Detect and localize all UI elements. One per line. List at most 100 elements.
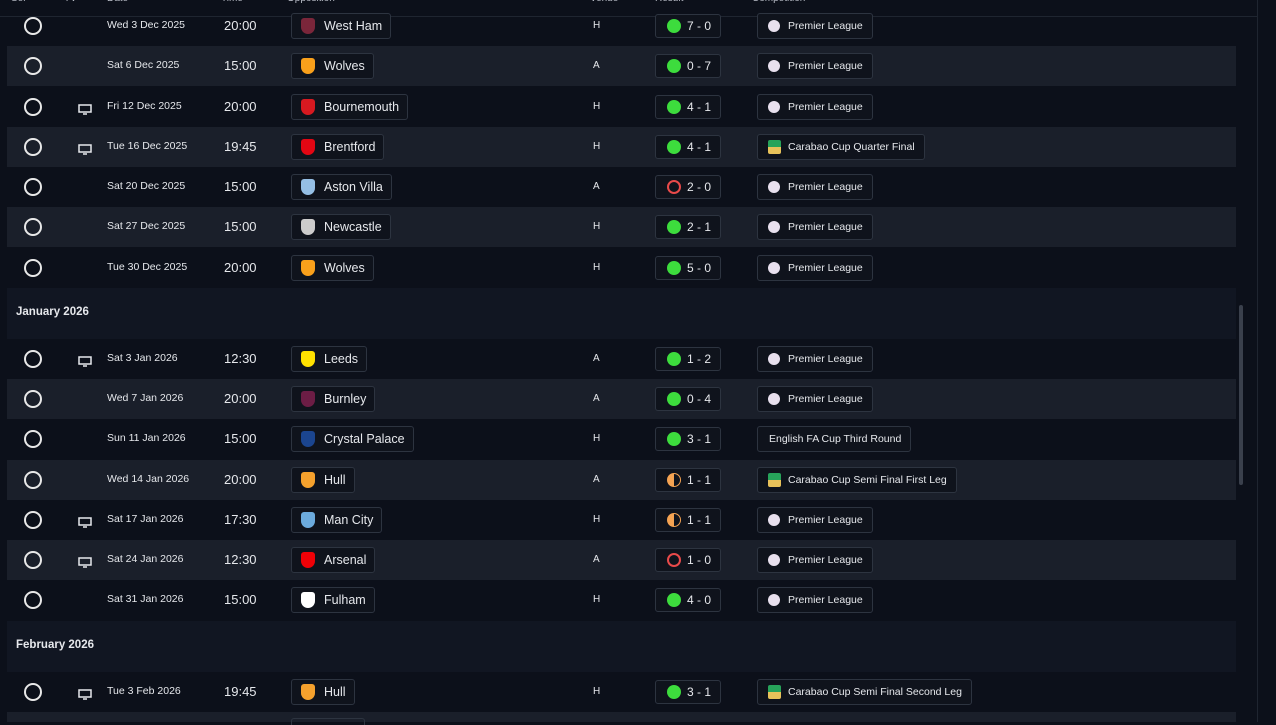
fixture-row[interactable]: Sun 11 Jan 2026 15:00 Crystal Palace H 3 - 1… bbox=[7, 419, 1236, 459]
date: Sat 20 Dec 2025 bbox=[107, 180, 186, 192]
opposition[interactable]: Leeds bbox=[291, 345, 368, 372]
select-toggle[interactable] bbox=[24, 390, 42, 408]
competition[interactable]: Premier League bbox=[757, 254, 873, 281]
select-toggle[interactable] bbox=[24, 349, 42, 368]
competition-name: Premier League bbox=[788, 393, 863, 405]
select-toggle[interactable] bbox=[24, 430, 42, 449]
time: 20:00 bbox=[224, 391, 257, 406]
competition[interactable]: Carabao Cup Semi Final First Leg bbox=[757, 466, 957, 493]
fixture-row[interactable]: Tue 3 Feb 2026 19:45 Hull H 3 - 1 Carabao Cup… bbox=[7, 672, 1236, 712]
competition[interactable]: Premier League bbox=[757, 587, 873, 614]
opposition[interactable]: Hull bbox=[291, 466, 355, 493]
fixture-row[interactable]: Sat 3 Jan 2026 12:30 Leeds A 1 - 2 Premier Le… bbox=[7, 339, 1236, 379]
result: 1 - 0 bbox=[655, 548, 721, 572]
venue: H bbox=[593, 685, 601, 697]
opposition[interactable]: Aston Villa bbox=[291, 174, 392, 200]
competition[interactable]: Premier League bbox=[757, 13, 873, 39]
fixture-row[interactable]: Tue 16 Dec 2025 19:45 Brentford H 4 - 1 Carab… bbox=[7, 126, 1236, 167]
opposition-name: Newcastle bbox=[324, 220, 382, 235]
score: 1 - 2 bbox=[687, 351, 712, 366]
win-dot bbox=[667, 260, 681, 275]
time: 20:00 bbox=[224, 18, 257, 33]
date: Sat 24 Jan 2026 bbox=[107, 553, 184, 565]
competition[interactable]: Premier League bbox=[757, 53, 873, 80]
opposition[interactable]: Arsenal bbox=[291, 547, 376, 573]
fixture-row[interactable]: Fri 12 Dec 2025 20:00 Bournemouth H 4 - 1 Pre… bbox=[7, 87, 1236, 127]
select-toggle[interactable] bbox=[24, 591, 42, 610]
club-badge bbox=[301, 683, 315, 700]
club-badge bbox=[301, 552, 315, 568]
win-dot bbox=[667, 432, 681, 447]
competition[interactable]: Premier League bbox=[757, 345, 873, 372]
opposition[interactable]: Crystal Palace bbox=[291, 426, 414, 453]
result: 3 - 1 bbox=[655, 427, 721, 452]
competition[interactable]: Carabao Cup Semi Final Second Leg bbox=[757, 678, 972, 705]
opposition[interactable]: Brentford bbox=[291, 133, 385, 160]
competition[interactable]: English FA Cup Third Round bbox=[757, 426, 912, 453]
competition[interactable]: Premier League bbox=[757, 214, 873, 241]
competition[interactable]: Premier League bbox=[757, 93, 873, 120]
league-icon bbox=[768, 60, 780, 73]
scrollbar-thumb[interactable] bbox=[1239, 305, 1243, 485]
fixture-row[interactable]: Sat 27 Dec 2025 15:00 Newcastle H 2 - 1 Premi… bbox=[7, 207, 1236, 248]
select-toggle[interactable] bbox=[24, 682, 42, 701]
opposition[interactable]: West Ham bbox=[291, 13, 392, 39]
competition-name: Premier League bbox=[788, 554, 863, 566]
competition[interactable]: Carabao Cup Quarter Final bbox=[757, 133, 925, 160]
fixture-row[interactable]: Sat 24 Jan 2026 12:30 Arsenal A 1 - 0 Premier… bbox=[7, 540, 1236, 580]
time: 20:00 bbox=[224, 98, 257, 114]
venue: H bbox=[593, 513, 601, 525]
opposition[interactable]: Fulham bbox=[291, 587, 375, 614]
score: 4 - 0 bbox=[687, 593, 712, 608]
select-toggle[interactable] bbox=[24, 218, 42, 237]
result: 1 - 1 bbox=[655, 507, 721, 532]
opposition[interactable]: Burnley bbox=[291, 386, 376, 412]
opposition[interactable]: Newcastle bbox=[291, 214, 391, 241]
column-header: Date bbox=[107, 0, 128, 4]
result: 2 - 1 bbox=[655, 215, 721, 240]
venue: H bbox=[593, 20, 601, 31]
fixture-row[interactable]: Wed 3 Dec 2025 20:00 West Ham H 7 - 0 Premier… bbox=[7, 6, 1236, 46]
fixture-row[interactable]: Sat 17 Jan 2026 17:30 Man City H 1 - 1 Premie… bbox=[7, 500, 1236, 540]
fixture-row[interactable]: Sat 31 Jan 2026 15:00 Fulham H 4 - 0 Premier … bbox=[7, 580, 1236, 620]
select-toggle[interactable] bbox=[24, 510, 42, 529]
competition[interactable]: Premier League bbox=[757, 174, 873, 200]
venue: H bbox=[593, 221, 601, 233]
fixture-row[interactable]: Sat 6 Dec 2025 15:00 Wolves A 0 - 7 Premier L… bbox=[7, 46, 1236, 87]
time: 19:45 bbox=[224, 683, 257, 699]
competition-name: Premier League bbox=[788, 181, 863, 193]
fixture-row[interactable]: Wed 7 Jan 2026 20:00 Burnley A 0 - 4 Premier … bbox=[7, 379, 1236, 419]
select-toggle[interactable] bbox=[24, 97, 42, 116]
tv-icon bbox=[78, 102, 92, 120]
select-toggle[interactable] bbox=[24, 137, 42, 156]
opposition[interactable]: Wolves bbox=[291, 53, 374, 80]
win-dot bbox=[667, 351, 681, 366]
select-toggle[interactable] bbox=[24, 258, 42, 277]
result: 1 - 2 bbox=[655, 346, 721, 371]
opposition-name: Arsenal bbox=[324, 553, 367, 567]
club-badge bbox=[301, 138, 315, 155]
competition[interactable]: Premier League bbox=[757, 547, 873, 573]
score: 0 - 4 bbox=[687, 392, 712, 406]
score: 4 - 1 bbox=[687, 99, 712, 114]
competition[interactable]: Premier League bbox=[757, 386, 873, 412]
select-toggle[interactable] bbox=[24, 470, 42, 489]
competition[interactable]: Premier League bbox=[757, 506, 873, 533]
fixture-row[interactable]: Tue 30 Dec 2025 20:00 Wolves H 5 - 0 Premier … bbox=[7, 248, 1236, 288]
fixture-row[interactable]: Sat 20 Dec 2025 15:00 Aston Villa A 2 - 0 Pre… bbox=[7, 167, 1236, 207]
opposition[interactable]: Bournemouth bbox=[291, 93, 409, 120]
fixture-row[interactable]: Wed 14 Jan 2026 20:00 Hull A 1 - 1 Carabao Cu… bbox=[7, 459, 1236, 500]
select-toggle[interactable] bbox=[24, 57, 42, 76]
opposition[interactable]: Man City bbox=[291, 506, 383, 533]
score: 1 - 0 bbox=[687, 553, 712, 567]
opposition[interactable]: Hull bbox=[291, 678, 355, 705]
select-toggle[interactable] bbox=[24, 178, 42, 196]
venue: A bbox=[593, 181, 600, 192]
club-badge bbox=[301, 511, 315, 528]
section-title: January 2026 bbox=[16, 305, 89, 318]
opposition[interactable]: Wolves bbox=[291, 254, 374, 281]
select-toggle[interactable] bbox=[24, 551, 42, 569]
select-toggle[interactable] bbox=[24, 17, 42, 35]
competition-name: Premier League bbox=[788, 221, 863, 234]
